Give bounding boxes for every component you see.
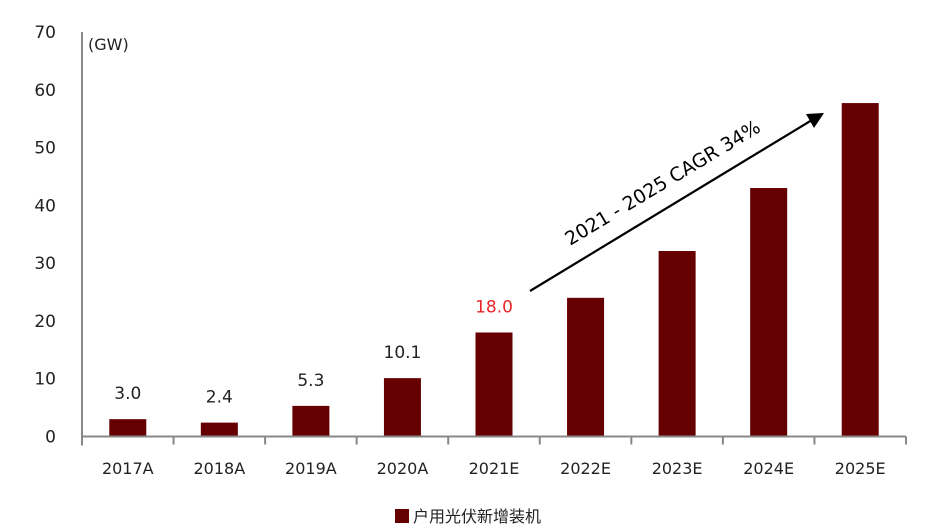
y-tick-label: 60 (34, 81, 56, 101)
data-label: 3.0 (114, 384, 141, 404)
cagr-text: 2021 - 2025 CAGR 34% (561, 116, 764, 250)
x-tick-label: 2025E (835, 459, 886, 478)
legend: 户用光伏新增装机 (395, 507, 541, 525)
x-tick-label: 2020A (377, 459, 429, 478)
bar-2024E (750, 188, 788, 437)
bar-2019A (292, 405, 330, 437)
x-tick-label: 2018A (193, 459, 245, 478)
x-tick-label: 2024E (743, 459, 794, 478)
y-tick-label: 10 (34, 370, 56, 390)
bar-2017A (109, 419, 147, 437)
bar-2023E (658, 251, 696, 437)
data-label: 5.3 (297, 371, 324, 391)
y-tick-label: 0 (45, 428, 56, 448)
x-tick-label: 2021E (469, 459, 520, 478)
data-label: 2.4 (206, 388, 233, 408)
legend-label: 户用光伏新增装机 (413, 507, 541, 525)
bar-2022E (567, 297, 605, 437)
data-label: 18.0 (475, 297, 513, 317)
bar-2021E (475, 332, 513, 437)
bar-2025E (841, 103, 879, 437)
y-unit-label: (GW) (88, 35, 129, 54)
cagr-arrow-line (529, 119, 813, 292)
cagr-arrow-head (806, 113, 824, 128)
y-tick-label: 40 (34, 196, 56, 216)
x-tick-label: 2019A (285, 459, 337, 478)
y-tick-label: 50 (34, 139, 56, 159)
x-tick-label: 2023E (652, 459, 703, 478)
x-tick-label: 2022E (560, 459, 611, 478)
y-tick-label: 20 (34, 312, 56, 332)
data-label: 10.1 (384, 343, 422, 363)
y-tick-label: 30 (34, 254, 56, 274)
bar-2018A (200, 422, 238, 437)
legend-swatch (395, 509, 409, 523)
x-tick-label: 2017A (102, 459, 154, 478)
y-tick-label: 70 (34, 23, 56, 43)
bar-2020A (383, 378, 421, 437)
